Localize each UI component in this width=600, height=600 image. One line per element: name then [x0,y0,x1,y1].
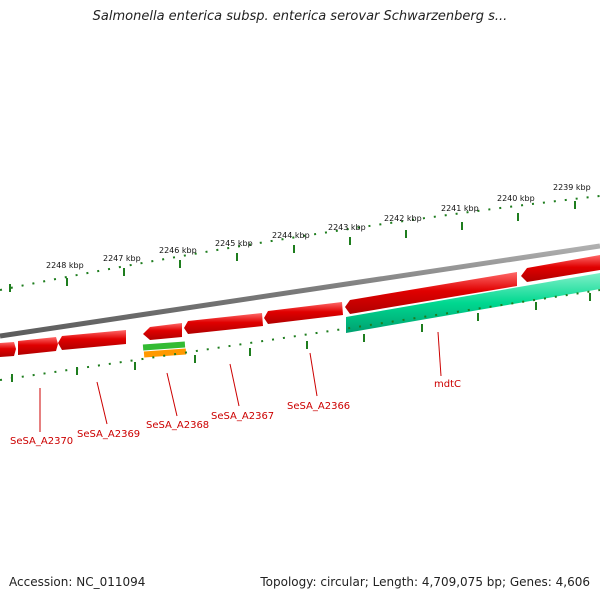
gene-arrow-SeSA_A2370[interactable] [18,337,58,355]
gene-label-SeSA_A2370: SeSA_A2370 [10,436,73,447]
tick-label-2242: 2242 kbp [384,214,422,223]
forward-strand-track [0,255,600,357]
gene-arrow-SeSA_A2368[interactable] [143,323,182,340]
gene-label-SeSA_A2367: SeSA_A2367 [211,411,274,422]
gene-arrow-mdtC[interactable] [346,273,600,333]
gene-arrow[interactable] [521,255,600,282]
feature-green[interactable] [142,341,186,351]
gene-arrow[interactable] [345,272,517,314]
map-title: Salmonella enterica subsp. enterica sero… [92,9,508,24]
gene-label-SeSA_A2368: SeSA_A2368 [146,420,209,431]
gene-label-mdtC: mdtC [434,379,461,390]
tick-label-2240: 2240 kbp [497,194,535,203]
gene-arrow-SeSA_A2369[interactable] [58,330,126,350]
inner-tick-track [0,289,600,382]
tick-label-2241: 2241 kbp [441,204,479,213]
tick-label-2244: 2244 kbp [272,231,310,240]
gene-arrow-SeSA_A2366[interactable] [264,302,343,324]
tick-label-2245: 2245 kbp [215,239,253,248]
gene-arrow[interactable] [0,342,16,357]
scale-labels: 2248 kbp 2247 kbp 2246 kbp 2245 kbp 2244… [46,183,591,270]
feature-orange[interactable] [143,348,187,358]
tick-label-2246: 2246 kbp [159,246,197,255]
gene-label-SeSA_A2366: SeSA_A2366 [287,401,350,412]
tick-label-2243: 2243 kbp [328,223,366,232]
gene-label-SeSA_A2369: SeSA_A2369 [77,429,140,440]
outer-tick-track [0,195,600,292]
accession-label: Accession: NC_011094 [9,575,146,589]
tick-label-2247: 2247 kbp [103,254,141,263]
gene-arrow-SeSA_A2367[interactable] [184,313,263,334]
genome-backbone [0,243,600,339]
tick-label-2248: 2248 kbp [46,261,84,270]
gene-labels [39,331,442,432]
tick-label-2239: 2239 kbp [553,183,591,192]
genome-summary: Topology: circular; Length: 4,709,075 bp… [260,575,590,589]
